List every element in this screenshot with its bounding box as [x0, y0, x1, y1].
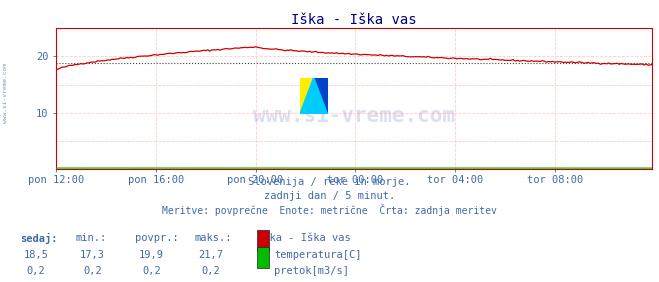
Text: zadnji dan / 5 minut.: zadnji dan / 5 minut. — [264, 191, 395, 201]
Text: 0,2: 0,2 — [83, 266, 101, 276]
Text: sedaj:: sedaj: — [20, 233, 57, 244]
Text: 0,2: 0,2 — [142, 266, 161, 276]
Text: Slovenija / reke in morje.: Slovenija / reke in morje. — [248, 177, 411, 187]
Polygon shape — [300, 78, 314, 114]
Text: povpr.:: povpr.: — [135, 233, 179, 243]
Text: pretok[m3/s]: pretok[m3/s] — [274, 266, 349, 276]
Polygon shape — [314, 78, 328, 114]
Text: Meritve: povprečne  Enote: metrične  Črta: zadnja meritev: Meritve: povprečne Enote: metrične Črta:… — [162, 204, 497, 216]
Text: Iška - Iška vas: Iška - Iška vas — [257, 233, 351, 243]
Polygon shape — [300, 78, 328, 114]
Text: 18,5: 18,5 — [24, 250, 49, 259]
Title: Iška - Iška vas: Iška - Iška vas — [291, 13, 417, 27]
Text: min.:: min.: — [76, 233, 107, 243]
Text: 21,7: 21,7 — [198, 250, 223, 259]
Text: 0,2: 0,2 — [27, 266, 45, 276]
Text: maks.:: maks.: — [194, 233, 232, 243]
Text: temperatura[C]: temperatura[C] — [274, 250, 362, 259]
Text: 19,9: 19,9 — [139, 250, 164, 259]
Text: 0,2: 0,2 — [202, 266, 220, 276]
Text: www.si-vreme.com: www.si-vreme.com — [3, 63, 8, 123]
Text: 17,3: 17,3 — [80, 250, 105, 259]
Text: www.si-vreme.com: www.si-vreme.com — [253, 106, 455, 125]
